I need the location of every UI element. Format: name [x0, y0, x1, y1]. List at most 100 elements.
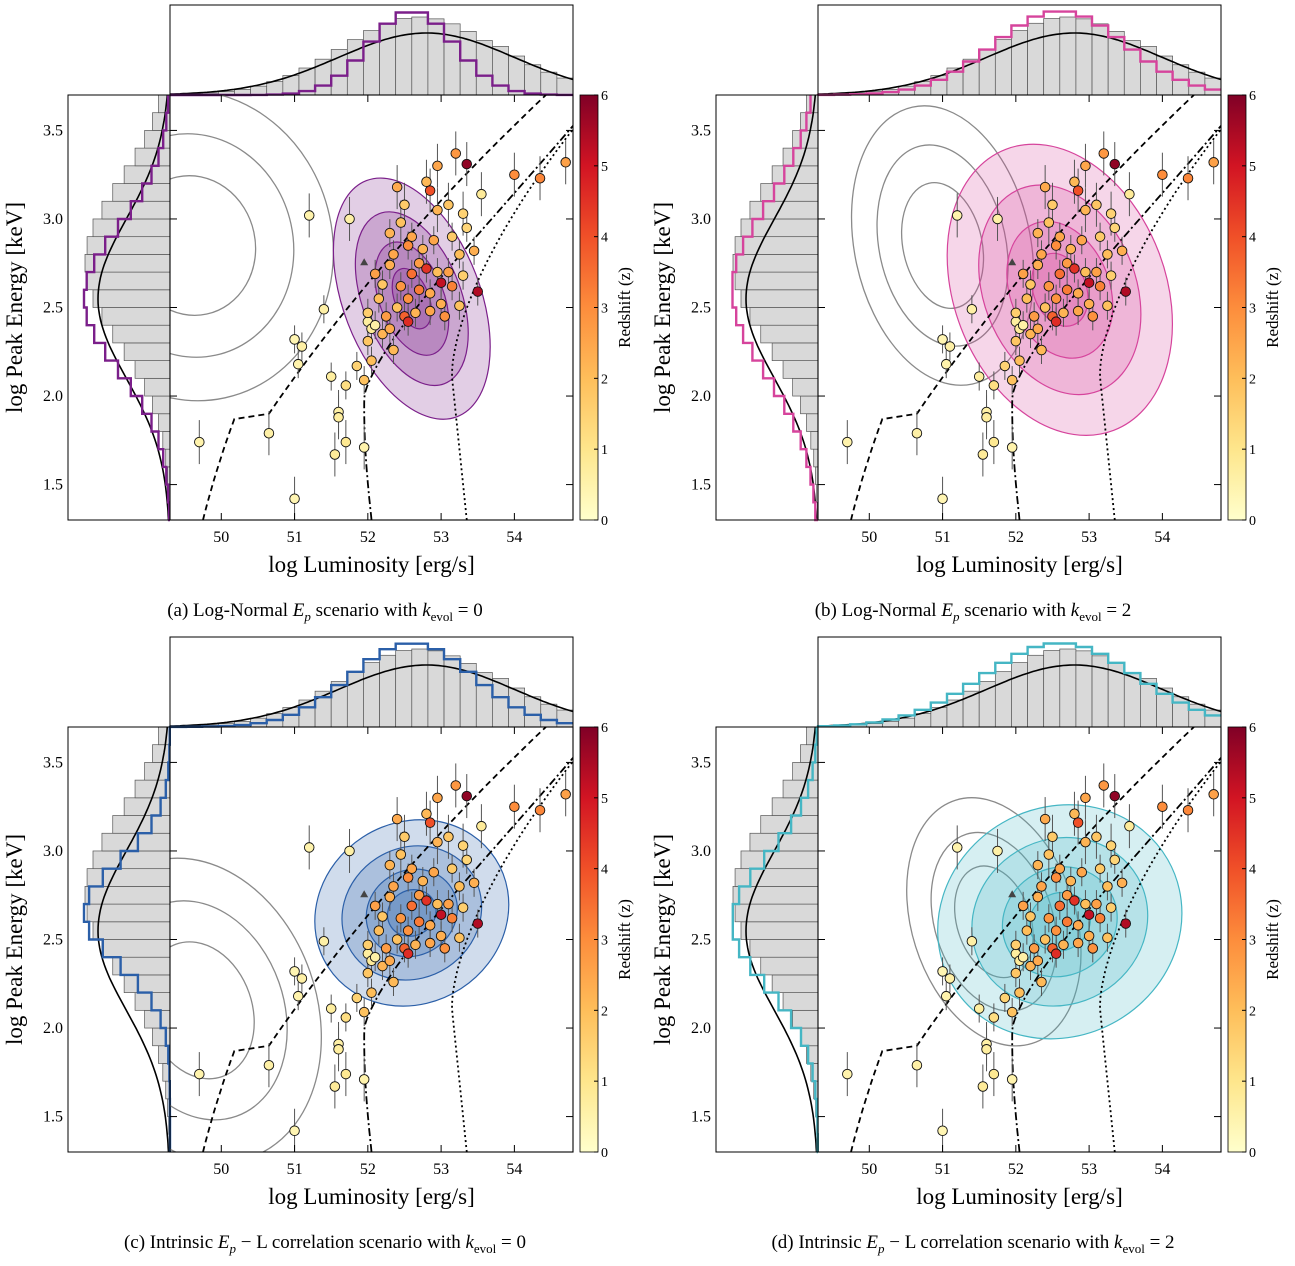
- x-tick-label: 51: [935, 1161, 951, 1178]
- data-point: [325, 371, 337, 382]
- data-point: [406, 863, 418, 874]
- histogram-bar: [749, 939, 819, 958]
- data-point: [450, 148, 462, 159]
- data-point: [263, 427, 275, 439]
- data-point: [377, 279, 388, 290]
- data-point: [1039, 934, 1051, 945]
- data-point: [472, 918, 483, 929]
- histogram-bar: [1075, 18, 1093, 96]
- data-point: [1032, 323, 1044, 335]
- data-point: [413, 284, 425, 296]
- data-point: [340, 380, 352, 391]
- main-axes: 50 51 52 53 54 1.5 2.0 2.5 3.0 3.5 log Luminosity …: [650, 94, 1222, 577]
- colorbar-tick-label: 0: [601, 514, 608, 529]
- caption-d: (d) Intrinsic Ep − L correlation scenari…: [771, 1232, 1175, 1256]
- data-point: [263, 1059, 275, 1071]
- data-point: [1094, 913, 1106, 924]
- x-tick-label: 53: [433, 529, 449, 546]
- data-point: [1083, 930, 1095, 942]
- data-point: [333, 412, 344, 423]
- data-point: [1157, 801, 1168, 812]
- data-point: [421, 176, 432, 188]
- data-point: [1036, 344, 1047, 356]
- data-point: [303, 842, 315, 853]
- data-point: [432, 204, 443, 216]
- data-point: [1182, 172, 1194, 184]
- data-point: [973, 371, 985, 382]
- data-point: [289, 493, 300, 505]
- data-point: [384, 955, 396, 967]
- histogram-bar: [771, 974, 819, 993]
- histogram-bar: [92, 921, 171, 940]
- data-point: [450, 780, 462, 791]
- data-point: [432, 266, 443, 278]
- data-point: [1109, 854, 1121, 866]
- data-point: [940, 990, 952, 1002]
- histogram-bar: [792, 1009, 819, 1029]
- histogram-bar: [1204, 77, 1222, 96]
- histogram-bar: [740, 921, 819, 940]
- data-point: [1050, 948, 1062, 959]
- data-point: [1010, 939, 1022, 951]
- data-point: [395, 217, 407, 228]
- histogram-bar: [411, 16, 429, 96]
- y-tick-label: 2.0: [43, 388, 63, 405]
- kde-curve: [817, 664, 1222, 727]
- data-point: [435, 930, 447, 942]
- data-point: [457, 840, 469, 851]
- model-histogram: [82, 727, 172, 1152]
- data-point: [369, 319, 381, 331]
- histogram-bar: [760, 324, 819, 344]
- histogram-bar: [144, 130, 171, 149]
- colorbar-tick-label: 3: [1249, 302, 1256, 317]
- y-tick-label: 1.5: [43, 477, 63, 494]
- data-point: [1120, 286, 1131, 297]
- histogram-bar: [363, 662, 380, 728]
- x-tick-label: 51: [287, 1161, 303, 1178]
- histogram-bar: [158, 413, 171, 432]
- data-point: [1072, 288, 1084, 299]
- data-point: [1080, 836, 1091, 848]
- data-point: [446, 913, 458, 924]
- data-point: [457, 270, 469, 281]
- limit-marker: [360, 890, 369, 898]
- data-point: [1006, 442, 1018, 453]
- data-point: [1025, 911, 1036, 922]
- data-point: [1050, 240, 1062, 251]
- top-histogram: [816, 636, 1222, 728]
- grey-contour: [876, 144, 1009, 347]
- data-point: [1124, 820, 1135, 832]
- data-point: [325, 1003, 337, 1014]
- data-point: [1102, 881, 1113, 892]
- histogram-bar: [112, 815, 171, 834]
- y-tick-label: 1.5: [691, 1109, 711, 1126]
- data-point: [1061, 889, 1073, 901]
- data-point: [432, 836, 443, 848]
- data-point: [937, 966, 948, 977]
- histogram-bar: [540, 71, 558, 96]
- data-point: [1069, 895, 1080, 906]
- model-contour-1: [937, 804, 1183, 1040]
- histogram-bar: [792, 762, 819, 781]
- data-point: [1076, 234, 1088, 246]
- data-point: [842, 436, 853, 448]
- data-point: [1120, 918, 1131, 929]
- histogram-bar: [123, 165, 171, 184]
- data-point: [457, 208, 469, 219]
- colorbar-tick-label: 2: [601, 372, 608, 387]
- histogram-bar: [782, 360, 819, 379]
- y-axis-label: log Peak Energy [keV]: [2, 834, 27, 1045]
- colorbar-tick-label: 1: [1249, 1075, 1256, 1090]
- data-point: [1072, 185, 1084, 196]
- data-point: [1116, 877, 1128, 889]
- data-point: [296, 973, 308, 984]
- data-point: [988, 1068, 1000, 1080]
- colorbar-tick-label: 5: [601, 792, 608, 807]
- data-point: [432, 792, 443, 804]
- data-point: [999, 992, 1011, 1004]
- data-point: [1017, 319, 1029, 331]
- histogram-bar: [101, 200, 171, 220]
- histogram-bar: [1043, 18, 1061, 96]
